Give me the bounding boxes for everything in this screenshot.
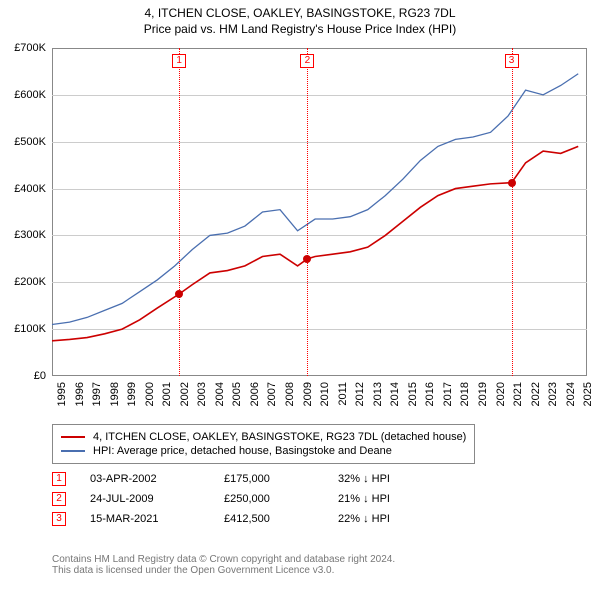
sales-row-date: 24-JUL-2009 xyxy=(90,493,200,505)
sales-row-date: 03-APR-2002 xyxy=(90,473,200,485)
sales-row: 3 15-MAR-2021 £412,500 22% ↓ HPI xyxy=(52,512,390,526)
series-hpi xyxy=(52,74,578,325)
sales-row-marker: 2 xyxy=(52,492,66,506)
sale-dot xyxy=(175,290,183,298)
sales-table: 1 03-APR-2002 £175,000 32% ↓ HPI 2 24-JUL-200… xyxy=(52,466,390,532)
footer-line-1: Contains HM Land Registry data © Crown c… xyxy=(52,554,395,565)
sale-marker-box: 1 xyxy=(172,54,186,68)
footer: Contains HM Land Registry data © Crown c… xyxy=(52,554,395,576)
legend-item: 4, ITCHEN CLOSE, OAKLEY, BASINGSTOKE, RG… xyxy=(61,431,466,443)
sales-row-date: 15-MAR-2021 xyxy=(90,513,200,525)
series-property xyxy=(52,146,578,340)
sales-row-price: £412,500 xyxy=(224,513,314,525)
sales-row-price: £250,000 xyxy=(224,493,314,505)
legend-label: HPI: Average price, detached house, Basi… xyxy=(93,445,392,457)
sales-row: 2 24-JUL-2009 £250,000 21% ↓ HPI xyxy=(52,492,390,506)
legend: 4, ITCHEN CLOSE, OAKLEY, BASINGSTOKE, RG… xyxy=(52,424,475,464)
chart-container: 4, ITCHEN CLOSE, OAKLEY, BASINGSTOKE, RG… xyxy=(0,0,600,590)
sales-row-delta: 32% ↓ HPI xyxy=(338,473,390,485)
legend-item: HPI: Average price, detached house, Basi… xyxy=(61,445,466,457)
legend-swatch xyxy=(61,436,85,438)
sale-marker-box: 2 xyxy=(300,54,314,68)
sale-marker-box: 3 xyxy=(505,54,519,68)
footer-line-2: This data is licensed under the Open Gov… xyxy=(52,565,395,576)
sales-row-marker: 3 xyxy=(52,512,66,526)
sale-vline xyxy=(512,48,513,376)
legend-swatch xyxy=(61,450,85,452)
sales-row-delta: 21% ↓ HPI xyxy=(338,493,390,505)
sale-vline xyxy=(179,48,180,376)
sale-dot xyxy=(508,179,516,187)
sales-row: 1 03-APR-2002 £175,000 32% ↓ HPI xyxy=(52,472,390,486)
sales-row-price: £175,000 xyxy=(224,473,314,485)
sale-vline xyxy=(307,48,308,376)
legend-label: 4, ITCHEN CLOSE, OAKLEY, BASINGSTOKE, RG… xyxy=(93,431,466,443)
sale-dot xyxy=(303,255,311,263)
sales-row-marker: 1 xyxy=(52,472,66,486)
sales-row-delta: 22% ↓ HPI xyxy=(338,513,390,525)
